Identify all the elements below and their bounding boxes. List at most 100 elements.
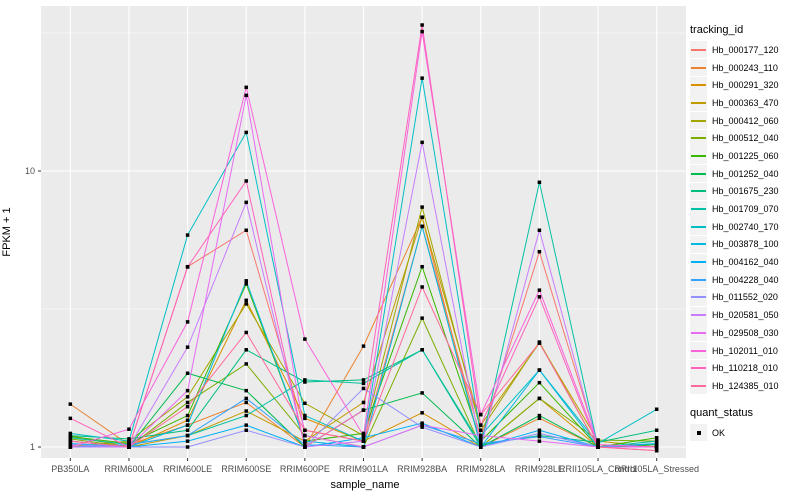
data-point bbox=[185, 404, 190, 409]
data-point bbox=[68, 433, 73, 438]
data-point bbox=[244, 413, 248, 418]
legend-item-label: Hb_001252_040 bbox=[712, 168, 779, 179]
legend-key-swatch bbox=[690, 235, 707, 253]
x-tick-label: RRIM928LA bbox=[456, 464, 505, 474]
data-point bbox=[68, 402, 73, 406]
data-point bbox=[244, 279, 248, 283]
legend-title: tracking_id bbox=[690, 24, 744, 36]
legend-item: Hb_124385_010 bbox=[690, 377, 779, 395]
data-point bbox=[244, 362, 248, 366]
legend-item-label: Hb_000412_060 bbox=[712, 115, 779, 126]
y-tick-label: 1 bbox=[30, 442, 35, 452]
legend-key-swatch bbox=[690, 218, 707, 236]
data-point bbox=[420, 348, 424, 352]
data-point bbox=[185, 439, 190, 443]
data-point bbox=[479, 433, 483, 438]
legend-line-sample bbox=[691, 137, 706, 140]
data-point bbox=[420, 425, 424, 429]
data-point bbox=[244, 179, 248, 183]
legend-item: Hb_003878_100 bbox=[690, 235, 779, 254]
legend-key-swatch bbox=[690, 147, 707, 165]
data-point bbox=[303, 442, 307, 447]
legend-item: Hb_001709_070 bbox=[690, 200, 779, 218]
data-point bbox=[420, 205, 424, 209]
legend-item: Hb_001252_040 bbox=[690, 165, 779, 183]
legend-item: Hb_000412_060 bbox=[690, 112, 779, 130]
data-point bbox=[361, 439, 366, 443]
data-point bbox=[654, 428, 659, 432]
legend-line-sample bbox=[691, 119, 706, 122]
data-point bbox=[596, 442, 600, 447]
legend-item: Hb_004228_040 bbox=[690, 271, 779, 289]
data-point bbox=[303, 416, 307, 421]
legend-item-label: Hb_004228_040 bbox=[712, 274, 779, 285]
data-point bbox=[537, 428, 542, 432]
legend-item: Hb_001225_060 bbox=[690, 147, 779, 165]
data-point bbox=[537, 180, 542, 185]
data-point bbox=[244, 130, 248, 135]
legend: tracking_id Hb_000177_120 Hb_000243_110 Hb… bbox=[690, 24, 779, 442]
legend-line-sample bbox=[691, 278, 706, 281]
legend-item: Hb_011552_020 bbox=[690, 288, 779, 307]
data-point bbox=[361, 445, 366, 449]
data-point bbox=[479, 445, 483, 449]
x-tick-label: RRIM600SE bbox=[221, 464, 271, 474]
data-point bbox=[127, 445, 131, 449]
legend-item-label: Hb_000243_110 bbox=[712, 62, 778, 73]
legend-key-swatch bbox=[690, 342, 707, 360]
legend-item: Hb_000243_110 bbox=[690, 59, 779, 77]
data-point bbox=[303, 428, 307, 432]
legend-line-sample bbox=[691, 48, 706, 51]
legend-item-label: Hb_029508_030 bbox=[712, 327, 779, 338]
data-point bbox=[303, 401, 307, 406]
data-point bbox=[303, 433, 307, 438]
legend-key-swatch bbox=[690, 271, 707, 289]
legend-item-label: Hb_110218_010 bbox=[712, 363, 778, 374]
legend-item: Hb_102011_010 bbox=[690, 342, 779, 360]
data-point bbox=[596, 445, 600, 449]
legend-item-label: Hb_000291_320 bbox=[712, 80, 779, 91]
data-point bbox=[420, 29, 424, 34]
legend-item-label: Hb_002740_170 bbox=[712, 221, 779, 232]
y-tick-label: 10 bbox=[25, 166, 35, 176]
data-point bbox=[185, 233, 190, 237]
legend-item-label: Hb_102011_010 bbox=[712, 345, 778, 356]
legend-item: Hb_000291_320 bbox=[690, 76, 779, 94]
legend-line-sample bbox=[691, 243, 706, 246]
data-point bbox=[420, 76, 424, 80]
data-point bbox=[68, 445, 73, 449]
legend-item: Hb_000363_470 bbox=[690, 94, 779, 112]
x-tick-label: RRII105LA_Stressed bbox=[614, 464, 699, 474]
data-point bbox=[361, 436, 366, 440]
legend-item-label: Hb_124385_010 bbox=[712, 380, 779, 391]
data-point bbox=[244, 396, 248, 401]
data-point bbox=[654, 441, 659, 446]
legend-items: Hb_000177_120 Hb_000243_110 Hb_000291_320 H… bbox=[690, 41, 779, 395]
legend-key-swatch bbox=[690, 324, 707, 342]
data-point bbox=[479, 436, 483, 440]
data-point bbox=[244, 298, 248, 303]
data-point bbox=[479, 439, 483, 443]
data-point bbox=[420, 264, 424, 269]
data-point bbox=[420, 423, 424, 427]
legend-line-sample bbox=[691, 101, 706, 104]
x-tick-label: RRIM928LE bbox=[515, 464, 564, 474]
data-point bbox=[244, 200, 248, 205]
data-point bbox=[185, 433, 190, 438]
data-point bbox=[420, 285, 424, 289]
data-point bbox=[185, 445, 190, 449]
legend-line-sample bbox=[691, 225, 706, 228]
data-point bbox=[361, 408, 366, 412]
legend-item-label: Hb_000512_040 bbox=[712, 133, 779, 144]
data-point bbox=[127, 437, 131, 441]
y-axis-title: FPKM + 1 bbox=[1, 207, 13, 257]
legend-line-sample bbox=[691, 367, 706, 370]
data-point bbox=[244, 302, 248, 306]
data-point bbox=[361, 400, 366, 405]
data-point bbox=[303, 380, 307, 384]
data-point bbox=[479, 423, 483, 427]
data-point bbox=[185, 345, 190, 349]
legend-key-swatch bbox=[690, 359, 707, 377]
